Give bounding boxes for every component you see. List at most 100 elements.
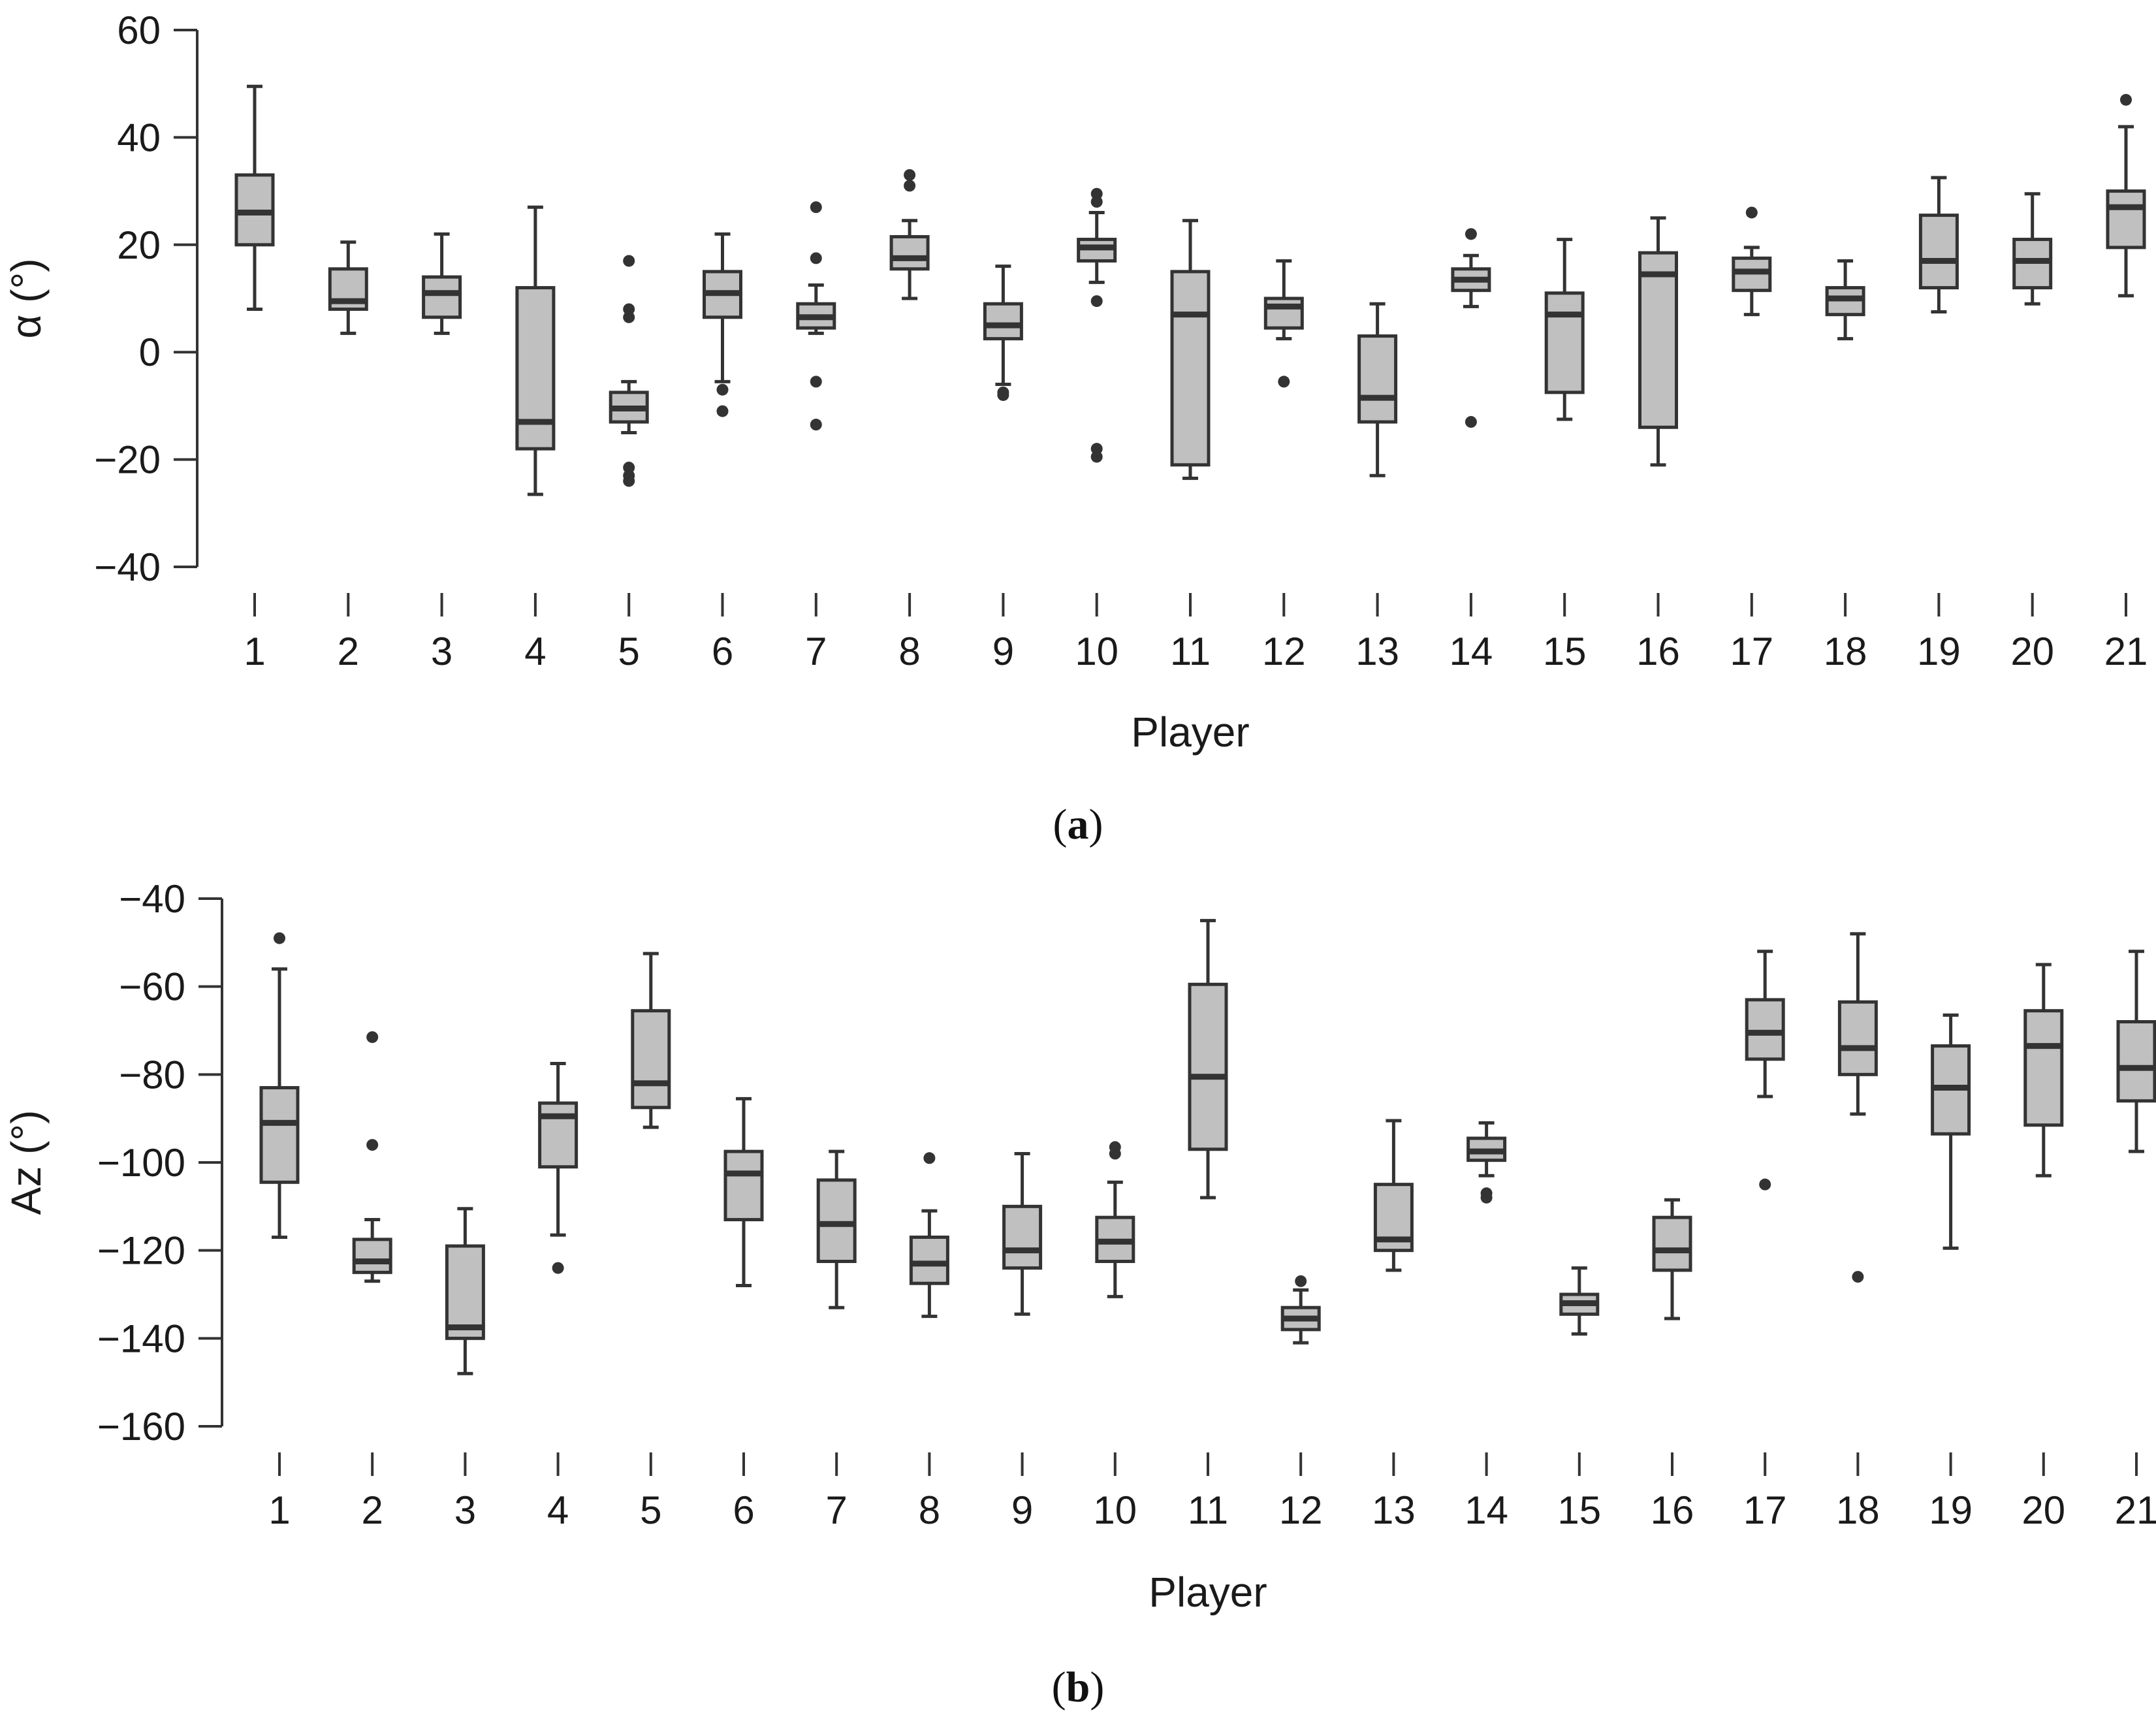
- iqr-box: [816, 1178, 857, 1264]
- x-tick-label: 4: [547, 1488, 569, 1532]
- x-tick-label: 13: [1355, 630, 1399, 673]
- box-player-9: [1002, 1152, 1043, 1316]
- x-tick-label: 6: [712, 630, 733, 673]
- iqr-box: [631, 1009, 671, 1110]
- box-player-19: [1931, 1013, 1971, 1250]
- x-tick-label: 20: [2021, 1488, 2065, 1532]
- iqr-box: [889, 234, 930, 271]
- x-tick-label: 16: [1651, 1488, 1694, 1532]
- y-tick-label: 0: [139, 330, 161, 374]
- box-player-8: [889, 168, 930, 300]
- outlier-point: [1090, 196, 1103, 208]
- x-tick-label: 11: [1170, 630, 1211, 673]
- y-tick-label: −80: [119, 1053, 185, 1097]
- outlier-point: [366, 1139, 379, 1151]
- panel-label-letter: b: [1066, 1663, 1090, 1711]
- x-tick-label: 12: [1279, 1488, 1323, 1532]
- outlier-point: [1295, 1275, 1307, 1287]
- outlier-point: [923, 1152, 936, 1164]
- box-player-18: [1837, 932, 1878, 1283]
- box-player-14: [1451, 228, 1491, 428]
- x-tick-label: 21: [2115, 1488, 2156, 1532]
- x-tick-label: 4: [524, 630, 546, 673]
- outlier-point: [2120, 93, 2132, 106]
- outlier-point: [716, 383, 729, 396]
- box-player-1: [259, 932, 300, 1239]
- boxes: [234, 84, 2146, 496]
- outlier-point: [1745, 206, 1758, 219]
- outlier-point: [623, 461, 635, 473]
- x-tick-label: 12: [1262, 630, 1306, 673]
- iqr-box: [983, 302, 1023, 341]
- iqr-box: [1745, 998, 1785, 1061]
- iqr-box: [1918, 214, 1959, 290]
- outlier-point: [810, 419, 822, 431]
- x-tick-label: 9: [1011, 1488, 1033, 1532]
- outlier-point: [552, 1262, 564, 1274]
- x-axis: 1 2 3 4 5 6 7 8 9 10 11 12 13 14 15 16 17 18 19 20 21: [268, 1452, 2156, 1532]
- iqr-box: [1357, 334, 1398, 424]
- y-tick-label: 60: [117, 8, 161, 52]
- iqr-box: [1652, 1215, 1692, 1272]
- y-axis-title: Az (°): [3, 1110, 50, 1215]
- outlier-point: [1759, 1178, 1771, 1191]
- box-player-20: [2012, 192, 2053, 306]
- y-tick-label: −20: [94, 438, 161, 482]
- x-tick-label: 15: [1543, 630, 1587, 673]
- outlier-point: [274, 932, 285, 944]
- x-tick-label: 17: [1730, 630, 1773, 673]
- iqr-box: [1002, 1204, 1043, 1270]
- box-player-6: [703, 232, 742, 417]
- panel-b-azimuth: −160−140−120−100−80−60−40 1 2 3 4 5 6 7 8 9 10 11 1…: [3, 877, 2156, 1711]
- box-player-5: [609, 255, 649, 487]
- outlier-point: [810, 201, 822, 214]
- box-player-9: [983, 264, 1023, 401]
- x-axis: 1 2 3 4 5 6 7 8 9 10 11 12 13 14 15 16 17 18 19 20 21: [244, 593, 2148, 673]
- y-tick-label: −40: [94, 545, 161, 589]
- box-player-12: [1280, 1275, 1321, 1345]
- outlier-point: [997, 389, 1009, 401]
- outlier-point: [1278, 376, 1290, 388]
- outlier-point: [904, 180, 916, 192]
- iqr-box: [1638, 251, 1678, 429]
- box-player-18: [1825, 259, 1865, 341]
- x-axis-title: Player: [1131, 709, 1249, 756]
- y-tick-label: −60: [119, 965, 185, 1009]
- x-tick-label: 1: [244, 630, 265, 673]
- outlier-point: [716, 405, 729, 417]
- box-player-16: [1652, 1198, 1692, 1321]
- boxes: [259, 919, 2156, 1375]
- box-player-6: [723, 1097, 764, 1288]
- box-player-3: [445, 1207, 485, 1375]
- x-tick-label: 10: [1075, 630, 1118, 673]
- box-player-5: [631, 952, 671, 1129]
- x-tick-label: 5: [618, 630, 640, 673]
- panel-label-letter: a: [1068, 801, 1089, 848]
- box-player-14: [1466, 1121, 1507, 1204]
- y-axis: −40 −20 0 20 40 60: [94, 8, 198, 589]
- iqr-box: [1188, 982, 1228, 1151]
- outlier-point: [623, 303, 635, 315]
- outlier-point: [623, 475, 635, 487]
- x-tick-label: 13: [1372, 1488, 1416, 1532]
- y-tick-label: −140: [97, 1317, 185, 1360]
- x-tick-label: 8: [898, 630, 920, 673]
- y-tick-label: −40: [119, 877, 185, 921]
- box-player-3: [422, 232, 462, 335]
- outlier-point: [810, 376, 822, 388]
- x-tick-label: 2: [338, 630, 359, 673]
- box-player-12: [1263, 259, 1304, 388]
- x-tick-label: 9: [992, 630, 1014, 673]
- box-player-11: [1188, 919, 1228, 1200]
- y-tick-label: 40: [117, 116, 161, 159]
- x-tick-label: 11: [1188, 1488, 1228, 1532]
- box-player-21: [2116, 950, 2156, 1153]
- box-player-7: [816, 1149, 857, 1309]
- x-tick-label: 19: [1917, 630, 1961, 673]
- x-tick-label: 7: [805, 630, 827, 673]
- outlier-point: [1090, 187, 1103, 200]
- iqr-box: [1837, 1000, 1878, 1076]
- box-player-15: [1544, 238, 1585, 421]
- iqr-box: [1263, 296, 1304, 330]
